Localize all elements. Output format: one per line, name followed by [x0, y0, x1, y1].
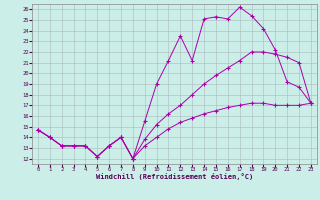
X-axis label: Windchill (Refroidissement éolien,°C): Windchill (Refroidissement éolien,°C) — [96, 173, 253, 180]
